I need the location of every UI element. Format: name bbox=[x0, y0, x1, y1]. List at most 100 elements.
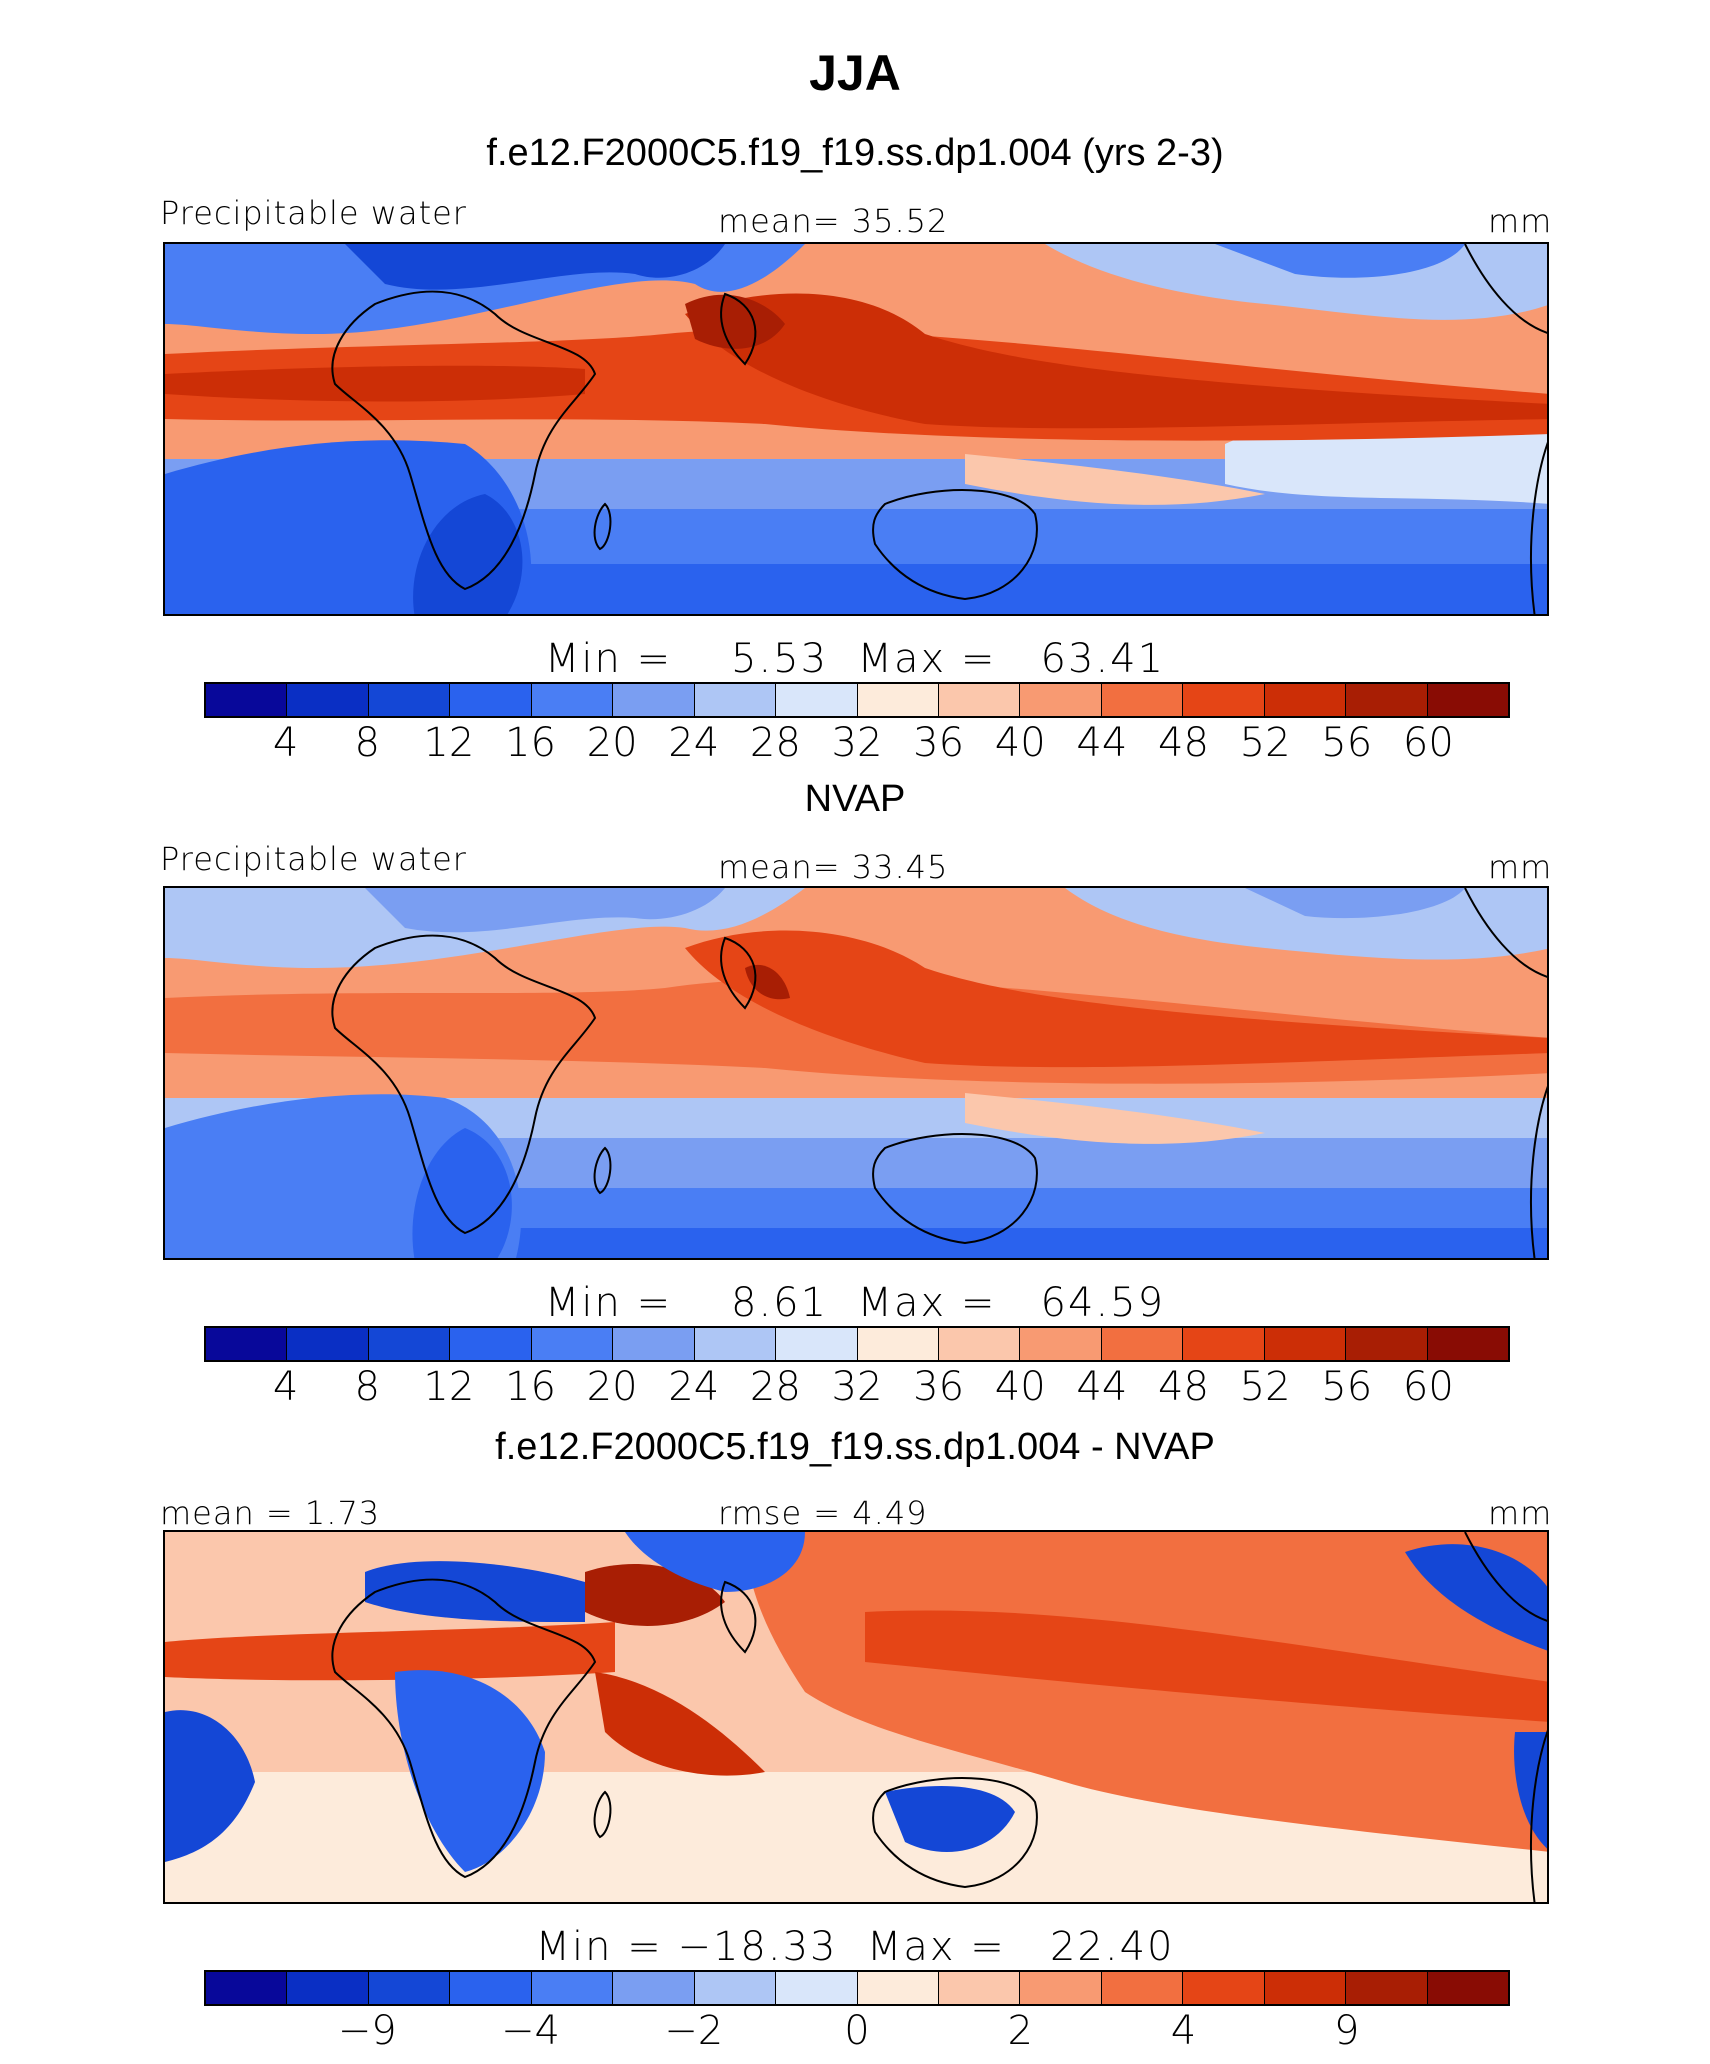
panel-3-map bbox=[163, 1530, 1549, 1904]
colorbar-1-tick-label: 36 bbox=[913, 720, 965, 766]
colorbar-2-tick-label: 4 bbox=[272, 1364, 299, 1410]
panel-3-subtitle: f.e12.F2000C5.f19_f19.ss.dp1.004 - NVAP bbox=[495, 1426, 1215, 1468]
colorbar-3-tick-label: −4 bbox=[501, 2008, 560, 2054]
panel-2-africa-core bbox=[412, 1128, 512, 1258]
colorbar-2-swatch bbox=[857, 1328, 939, 1360]
colorbar-2-tick-label: 52 bbox=[1239, 1364, 1291, 1410]
colorbar-2-swatch bbox=[694, 1328, 777, 1360]
panel-3-pacific-pos-2 bbox=[865, 1610, 1547, 1722]
colorbar-1-swatch bbox=[1020, 684, 1102, 716]
colorbar-1-swatch bbox=[938, 684, 1021, 716]
colorbar-3-tick-label: −9 bbox=[337, 2008, 397, 2054]
panel-3-africa-neg bbox=[395, 1670, 545, 1872]
panel-3-colorbar-ticks: −9 −4 −2 0 2 4 9 bbox=[204, 2008, 1510, 2056]
panel-2-americas-outline bbox=[1464, 888, 1547, 1258]
panel-3-colorbar bbox=[204, 1970, 1510, 2006]
colorbar-2-swatch bbox=[938, 1328, 1021, 1360]
panel-1-india-outline bbox=[720, 292, 757, 366]
colorbar-1-swatch bbox=[857, 684, 939, 716]
colorbar-1-tick-label: 24 bbox=[668, 720, 720, 766]
colorbar-3-tick-label: 0 bbox=[844, 2008, 870, 2054]
panel-3-sahara-neg bbox=[365, 1561, 585, 1622]
panel-2-sp-tongue bbox=[965, 1093, 1265, 1144]
colorbar-2-swatch bbox=[531, 1328, 614, 1360]
colorbar-1-swatch bbox=[287, 684, 369, 716]
panel-1-warm-pool bbox=[685, 293, 1547, 429]
colorbar-1-tick-label: 28 bbox=[749, 720, 801, 766]
panel-3-africa-outline bbox=[331, 1578, 597, 1879]
colorbar-2-tick-label: 32 bbox=[831, 1364, 883, 1410]
panel-1-itcz-core bbox=[165, 365, 585, 402]
panel-1-colorbar bbox=[204, 682, 1510, 718]
colorbar-3-tick-label: 4 bbox=[1170, 2008, 1197, 2054]
colorbar-1-swatch bbox=[1427, 684, 1508, 716]
colorbar-3-swatch bbox=[776, 1972, 858, 2004]
panel-3-sahel-pos bbox=[165, 1622, 615, 1681]
colorbar-2-tick-label: 56 bbox=[1321, 1364, 1373, 1410]
panel-3-india-outline bbox=[720, 1580, 757, 1654]
panel-1-minmax: Min = 5.53 Max = 63.41 bbox=[544, 636, 1166, 682]
colorbar-2-tick-label: 24 bbox=[668, 1364, 720, 1410]
colorbar-2-tick-label: 12 bbox=[423, 1364, 475, 1410]
colorbar-3-swatch bbox=[1101, 1972, 1184, 2004]
panel-1-map bbox=[163, 242, 1549, 616]
colorbar-2-swatch bbox=[1101, 1328, 1184, 1360]
panel-2-mean-label: mean= 33.45 bbox=[718, 848, 949, 886]
colorbar-2-swatch bbox=[613, 1328, 695, 1360]
colorbar-2-swatch bbox=[287, 1328, 369, 1360]
panel-3-madagascar-outline bbox=[593, 1790, 612, 1839]
colorbar-3-swatch bbox=[694, 1972, 777, 2004]
panel-2-australia-outline bbox=[872, 1133, 1038, 1245]
colorbar-3-swatch bbox=[1183, 1972, 1265, 2004]
panel-3-australia-neg bbox=[885, 1786, 1015, 1852]
colorbar-2-swatch bbox=[1346, 1328, 1428, 1360]
colorbar-1-tick-label: 20 bbox=[586, 720, 638, 766]
colorbar-1-swatch bbox=[206, 684, 288, 716]
colorbar-2-swatch bbox=[1183, 1328, 1265, 1360]
colorbar-2-swatch bbox=[450, 1328, 532, 1360]
panel-1-sp-tongue bbox=[965, 454, 1265, 505]
panel-2-minmax: Min = 8.61 Max = 64.59 bbox=[544, 1280, 1166, 1326]
figure-title: JJA bbox=[809, 45, 901, 101]
colorbar-1-tick-label: 12 bbox=[423, 720, 475, 766]
colorbar-3-tick-label: −2 bbox=[664, 2008, 724, 2054]
colorbar-2-tick-label: 28 bbox=[749, 1364, 801, 1410]
colorbar-3-swatch bbox=[531, 1972, 614, 2004]
colorbar-3-swatch bbox=[857, 1972, 939, 2004]
colorbar-1-swatch bbox=[1264, 684, 1347, 716]
colorbar-1-tick-label: 60 bbox=[1402, 720, 1454, 766]
panel-2-colorbar-ticks: 4 8 12 16 20 24 28 32 36 40 44 48 52 56 60 bbox=[204, 1364, 1510, 1412]
panel-1-americas-outline bbox=[1464, 244, 1547, 614]
panel-2-map-svg bbox=[165, 888, 1547, 1258]
panel-1-india-max bbox=[685, 294, 785, 349]
colorbar-1-swatch bbox=[1346, 684, 1428, 716]
colorbar-2-swatch bbox=[776, 1328, 858, 1360]
panel-3-america-neg bbox=[1405, 1544, 1547, 1651]
colorbar-1-tick-label: 52 bbox=[1239, 720, 1291, 766]
colorbar-3-swatch bbox=[1346, 1972, 1428, 2004]
colorbar-3-swatch bbox=[1264, 1972, 1347, 2004]
colorbar-1-swatch bbox=[694, 684, 777, 716]
colorbar-2-swatch bbox=[206, 1328, 288, 1360]
colorbar-2-tick-label: 44 bbox=[1076, 1364, 1128, 1410]
panel-2-africa-outline bbox=[331, 934, 597, 1235]
colorbar-1-tick-label: 4 bbox=[272, 720, 299, 766]
panel-1-madagascar-outline bbox=[593, 502, 612, 551]
colorbar-2-tick-label: 20 bbox=[586, 1364, 638, 1410]
panel-3-rmse-label: rmse = 4.49 bbox=[718, 1494, 928, 1532]
panel-3-americas-outline bbox=[1464, 1532, 1547, 1902]
colorbar-1-swatch bbox=[1183, 684, 1265, 716]
panel-1-africa-core bbox=[413, 494, 523, 614]
panel-2-colorbar bbox=[204, 1326, 1510, 1362]
colorbar-3-swatch bbox=[613, 1972, 695, 2004]
colorbar-1-tick-label: 48 bbox=[1158, 720, 1209, 766]
colorbar-3-swatch bbox=[1427, 1972, 1508, 2004]
colorbar-2-tick-label: 40 bbox=[994, 1364, 1046, 1410]
panel-3-map-svg bbox=[165, 1532, 1547, 1902]
panel-3-mean-label: mean = 1.73 bbox=[160, 1494, 381, 1532]
panel-2-sahara bbox=[365, 888, 725, 933]
panel-1-mean-label: mean= 35.52 bbox=[718, 202, 949, 240]
colorbar-1-swatch bbox=[613, 684, 695, 716]
colorbar-2-swatch bbox=[1427, 1328, 1508, 1360]
colorbar-1-swatch bbox=[776, 684, 858, 716]
